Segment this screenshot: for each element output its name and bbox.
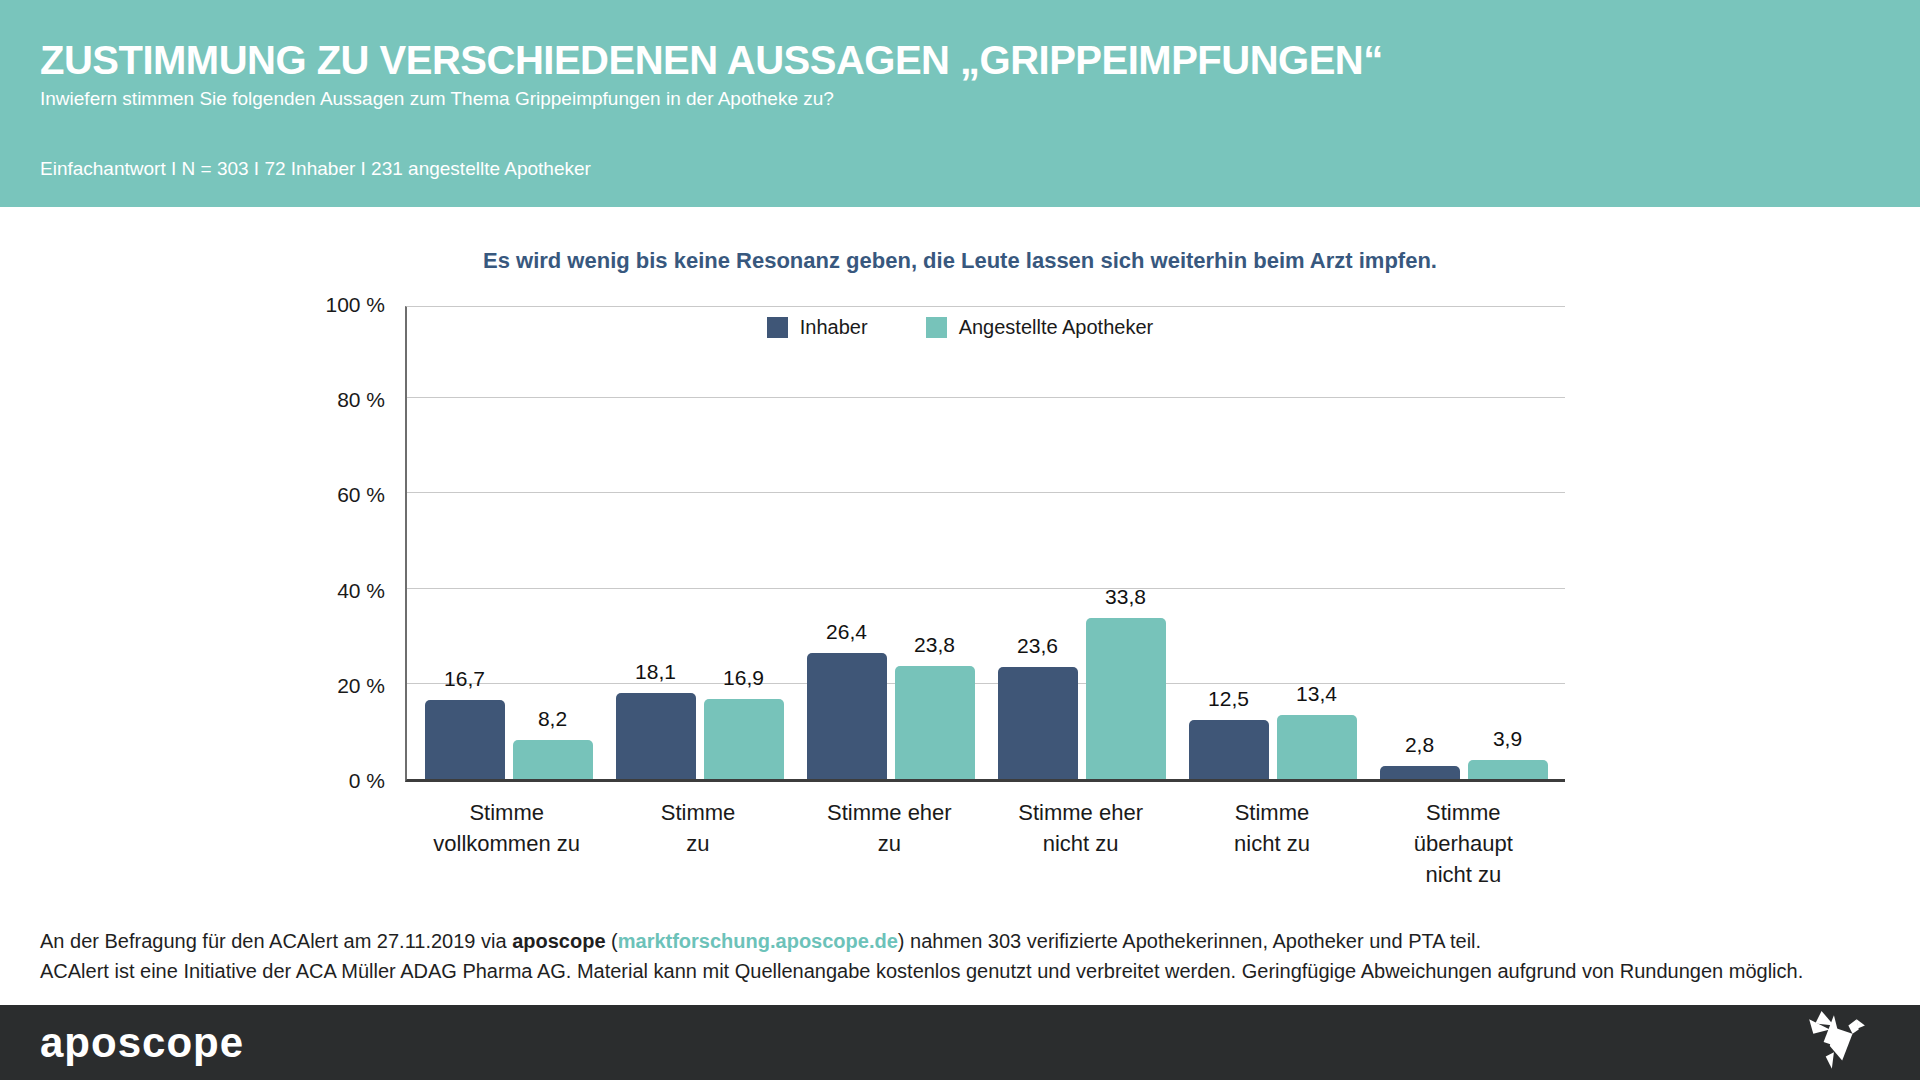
x-axis-label-2: Stimme zu <box>602 797 793 890</box>
chart-title: Es wird wenig bis keine Resonanz geben, … <box>0 248 1920 274</box>
bar-group-6: 2,8 3,9 <box>1368 760 1559 779</box>
y-tick-label: 40 % <box>255 579 385 603</box>
x-axis-label-1: Stimme vollkommen zu <box>411 797 602 890</box>
bar-value-label: 3,9 <box>1453 727 1563 751</box>
bar-inhaber: 18,1 <box>616 693 696 779</box>
header-band: ZUSTIMMUNG ZU VERSCHIEDENEN AUSSAGEN „GR… <box>0 0 1920 207</box>
bar-group-4: 23,633,8 <box>986 618 1177 779</box>
aposcope-logo: aposcope <box>40 1019 244 1067</box>
y-tick-label: 20 % <box>255 674 385 698</box>
page-subtitle: Inwiefern stimmen Sie folgenden Aussagen… <box>40 88 1880 110</box>
footnote-text-end: ) nahmen 303 verifizierte Apothekerinnen… <box>898 930 1481 952</box>
x-axis-label-5: Stimme nicht zu <box>1176 797 1367 890</box>
footnote-line2: ACAlert ist eine Initiative der ACA Müll… <box>40 956 1880 986</box>
bar-angestellte-apotheker: 16,9 <box>704 699 784 779</box>
bar-value-label: 13,4 <box>1262 682 1372 706</box>
bar-group-2: 18,116,9 <box>604 693 795 779</box>
plot-area: 16,78,218,116,926,423,823,633,812,513,42… <box>405 306 1565 782</box>
page-title: ZUSTIMMUNG ZU VERSCHIEDENEN AUSSAGEN „GR… <box>40 38 1880 82</box>
bar-inhaber: 26,4 <box>807 653 887 779</box>
bar-inhaber: 2,8 <box>1380 766 1460 779</box>
bar-inhaber: 23,6 <box>998 667 1078 779</box>
y-tick-label: 0 % <box>255 769 385 793</box>
bar-inhaber: 12,5 <box>1189 720 1269 780</box>
bar-angestellte-apotheker: 13,4 <box>1277 715 1357 779</box>
bar-value-label: 33,8 <box>1071 585 1181 609</box>
footnote-line1: An der Befragung für den ACAlert am 27.1… <box>40 926 1880 956</box>
x-axis-label-3: Stimme eher zu <box>794 797 985 890</box>
survey-meta: Einfachantwort I N = 303 I 72 Inhaber I … <box>40 158 591 180</box>
footnote-paren: ( <box>606 930 618 952</box>
bar-angestellte-apotheker: 33,8 <box>1086 618 1166 779</box>
bar-value-label: 23,6 <box>983 634 1093 658</box>
bar-value-label: 23,8 <box>880 633 990 657</box>
y-tick-label: 80 % <box>255 388 385 412</box>
x-axis-label-4: Stimme eher nicht zu <box>985 797 1176 890</box>
origami-crane-icon <box>1806 1011 1866 1075</box>
footnote-brand: aposcope <box>512 930 605 952</box>
footnote-text: An der Befragung für den ACAlert am 27.1… <box>40 930 512 952</box>
slide: ZUSTIMMUNG ZU VERSCHIEDENEN AUSSAGEN „GR… <box>0 0 1920 1080</box>
bar-groups: 16,78,218,116,926,423,823,633,812,513,42… <box>407 307 1565 779</box>
bar-value-label: 8,2 <box>498 707 608 731</box>
y-tick-label: 100 % <box>255 293 385 317</box>
bar-group-1: 16,78,2 <box>413 700 604 779</box>
bar-inhaber: 16,7 <box>425 700 505 779</box>
bar-group-3: 26,423,8 <box>795 653 986 779</box>
y-tick-label: 60 % <box>255 483 385 507</box>
bar-angestellte-apotheker: 3,9 <box>1468 760 1548 779</box>
bar-angestellte-apotheker: 8,2 <box>513 740 593 779</box>
y-axis-labels: 100 %80 %60 %40 %20 %0 % <box>255 306 385 782</box>
bar-angestellte-apotheker: 23,8 <box>895 666 975 779</box>
bar-value-label: 16,7 <box>410 667 520 691</box>
footer-bar: aposcope <box>0 1005 1920 1080</box>
x-axis-labels: Stimme vollkommen zuStimme zuStimme eher… <box>405 797 1565 890</box>
bar-value-label: 16,9 <box>689 666 799 690</box>
x-axis-label-6: Stimme überhaupt nicht zu <box>1368 797 1559 890</box>
bar-group-5: 12,513,4 <box>1177 715 1368 779</box>
footnotes: An der Befragung für den ACAlert am 27.1… <box>40 926 1880 986</box>
aposcope-link[interactable]: marktforschung.aposcope.de <box>618 930 898 952</box>
